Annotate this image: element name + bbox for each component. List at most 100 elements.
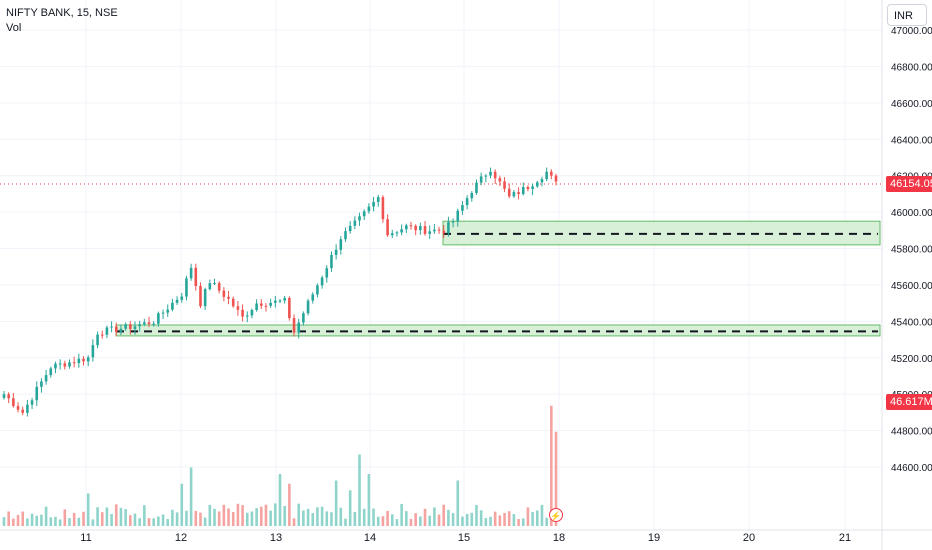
volume-bar	[194, 510, 198, 526]
volume-bar	[325, 511, 329, 526]
candle-body	[517, 192, 520, 195]
chart-legend: NIFTY BANK, 15, NSE Vol	[6, 6, 118, 36]
candle-body	[554, 175, 558, 182]
volume-bar	[283, 506, 286, 526]
volume-bar	[208, 504, 212, 526]
candle-body	[217, 283, 221, 291]
volume-bar	[428, 515, 431, 526]
volume-bar	[213, 508, 216, 526]
volume-bar	[395, 519, 399, 526]
candle-body	[68, 362, 71, 367]
volume-bar	[517, 519, 520, 526]
volume-bar	[442, 504, 446, 526]
volume-bar	[409, 518, 413, 526]
volume-bar	[54, 516, 57, 526]
candle-body	[283, 297, 286, 301]
volume-bar	[451, 513, 455, 526]
volume-bar	[540, 504, 544, 526]
volume-bar	[82, 511, 85, 526]
volume-bar	[372, 508, 375, 526]
y-tick-label: 45600.00	[891, 281, 932, 292]
volume-bar	[507, 511, 511, 526]
x-tick-label: 12	[175, 532, 187, 544]
volume-bar	[334, 480, 338, 526]
volume-bar	[302, 510, 305, 526]
volume-bar	[330, 512, 333, 526]
currency-selector[interactable]: INR	[887, 4, 927, 26]
volume-bar	[362, 508, 366, 526]
candle-body	[199, 286, 202, 307]
candle-body	[353, 220, 357, 226]
y-tick-label: 46000.00	[891, 208, 932, 219]
volume-bar	[348, 490, 352, 526]
volume-bar	[217, 511, 221, 526]
candle-body	[479, 176, 483, 183]
volume-bar	[105, 507, 109, 526]
volume-bar	[227, 508, 230, 526]
candle-body	[171, 302, 174, 310]
volume-bar	[367, 474, 371, 526]
volume-bar	[274, 503, 277, 526]
candle-body	[189, 267, 193, 279]
volume-bar	[49, 517, 53, 526]
volume-bar	[138, 518, 141, 526]
volume-bar	[264, 504, 268, 526]
candle-body	[419, 226, 422, 231]
candle-body	[7, 394, 10, 399]
candle-body	[49, 368, 53, 376]
volume-bar	[465, 513, 469, 526]
candle-body	[409, 225, 413, 227]
candle-body	[21, 409, 25, 413]
candle-body	[161, 312, 165, 314]
volume-bar	[311, 513, 315, 526]
candle-body	[526, 186, 530, 190]
volume-legend-label[interactable]: Vol	[6, 22, 22, 34]
candle-body	[437, 229, 441, 231]
volume-bar	[297, 503, 301, 526]
volume-bar	[100, 512, 104, 526]
volume-bar	[433, 507, 436, 526]
candle-body	[278, 300, 282, 302]
candle-body	[461, 205, 464, 211]
candle-body	[302, 313, 305, 323]
volume-bar	[2, 517, 6, 526]
candle-body	[535, 182, 539, 187]
candle-body	[203, 289, 207, 307]
candle-body	[405, 225, 408, 230]
volume-bar	[68, 518, 71, 526]
candle-body	[236, 306, 240, 310]
volume-bar	[129, 515, 132, 526]
volume-bar	[189, 467, 193, 526]
volume-bar	[423, 508, 427, 526]
y-tick-label: 44600.00	[891, 463, 932, 474]
candle-body	[414, 225, 417, 231]
volume-bar	[26, 518, 29, 526]
lightning-icon[interactable]: ⚡	[549, 508, 563, 522]
candle-body	[390, 233, 394, 236]
candle-body	[250, 309, 254, 316]
candle-body	[227, 296, 230, 299]
volume-bar	[40, 514, 43, 526]
candle-body	[330, 254, 333, 269]
volume-bar	[554, 431, 558, 526]
candle-body	[428, 231, 431, 234]
candle-body	[54, 363, 57, 369]
volume-bar	[489, 516, 492, 526]
symbol-title[interactable]: NIFTY BANK, 15, NSE	[6, 7, 118, 19]
candle-body	[147, 322, 151, 325]
volume-bar	[390, 514, 394, 526]
volume-bar	[236, 503, 240, 526]
candle-body	[185, 278, 188, 297]
volume-bar	[484, 518, 488, 526]
candle-body	[274, 300, 277, 303]
candle-body	[143, 322, 146, 325]
volume-bar	[376, 516, 380, 526]
candle-body	[325, 268, 329, 278]
x-tick-label: 14	[364, 532, 376, 544]
volume-bar	[124, 509, 127, 526]
candle-body	[320, 277, 324, 286]
volume-bar	[152, 518, 155, 526]
volume-bar	[231, 512, 235, 526]
candle-body	[16, 406, 20, 410]
